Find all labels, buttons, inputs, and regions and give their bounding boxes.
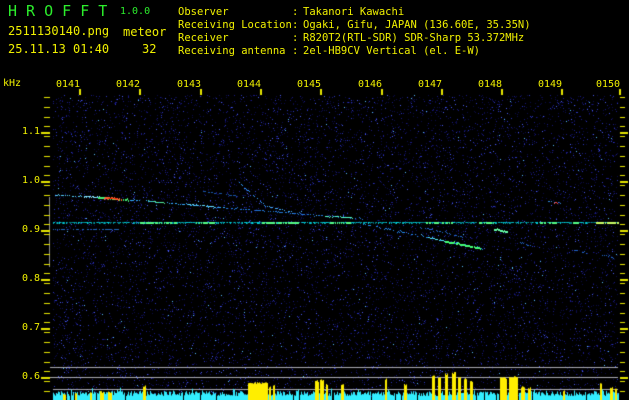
y-tick-label: 0.9 bbox=[21, 224, 40, 235]
header-field-separator: : bbox=[292, 32, 299, 44]
header-field-value: R820T2(RTL-SDR) SDR-Sharp 53.372MHz bbox=[303, 32, 525, 44]
x-tick-label: 0149 bbox=[537, 79, 563, 90]
y-tick-label: 1.1 bbox=[21, 126, 40, 137]
y-tick-label: 1.0 bbox=[21, 175, 40, 186]
timestamp: 25.11.13 01:40 bbox=[8, 42, 110, 56]
x-tick-label: 0143 bbox=[176, 79, 202, 90]
echo-count: 32 bbox=[142, 42, 157, 56]
output-filename: 2511130140.png bbox=[8, 24, 110, 38]
header-field-separator: : bbox=[292, 6, 299, 18]
y-axis-unit-label: kHz bbox=[3, 78, 22, 89]
header-field-value: Ogaki, Gifu, JAPAN (136.60E, 35.35N) bbox=[303, 19, 531, 31]
x-tick-label: 0145 bbox=[296, 79, 322, 90]
app-title: H R O F F T bbox=[8, 2, 108, 20]
x-tick-label: 0146 bbox=[357, 79, 383, 90]
header-field-value: Takanori Kawachi bbox=[303, 6, 405, 18]
header-field-label: Receiver bbox=[178, 32, 229, 44]
header-field-value: 2el-HB9CV Vertical (el. E-W) bbox=[303, 45, 481, 57]
header-field-separator: : bbox=[292, 45, 299, 57]
x-tick-label: 0141 bbox=[55, 79, 81, 90]
y-tick-label: 0.8 bbox=[21, 273, 40, 284]
x-tick-label: 0148 bbox=[477, 79, 503, 90]
header-field-label: Receiving antenna bbox=[178, 45, 286, 57]
x-tick-label: 0142 bbox=[115, 79, 141, 90]
header-field-label: Observer bbox=[178, 6, 229, 18]
app-version: 1.0.0 bbox=[120, 6, 151, 17]
x-tick-label: 0144 bbox=[236, 79, 262, 90]
x-tick-label: 0147 bbox=[417, 79, 443, 90]
header-field-label: Receiving Location bbox=[178, 19, 292, 31]
mode-label: meteor bbox=[123, 25, 167, 39]
header-field-separator: : bbox=[292, 19, 299, 31]
y-tick-label: 0.6 bbox=[21, 371, 40, 382]
y-tick-label: 0.7 bbox=[21, 322, 40, 333]
x-tick-label: 0150 bbox=[595, 79, 621, 90]
